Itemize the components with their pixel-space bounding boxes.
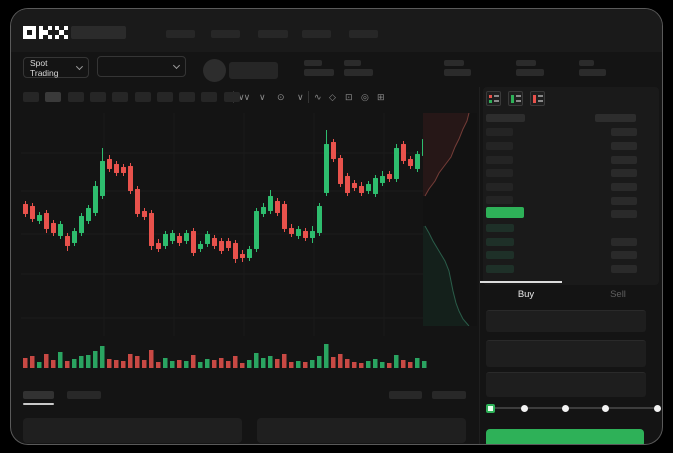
logo-adjacent-placeholder [71, 26, 126, 39]
nav-item-placeholder-1[interactable] [166, 30, 195, 38]
order-side-tabs: Buy Sell [480, 281, 662, 307]
bottom-right-link-placeholder[interactable] [389, 391, 422, 399]
ask-amount-placeholder-1[interactable] [611, 128, 637, 136]
bottom-panel-left[interactable] [23, 418, 242, 443]
timeframe-chip-3[interactable] [67, 92, 84, 102]
bottom-tab-indicator [23, 403, 54, 405]
timeframe-chip-7[interactable] [156, 92, 173, 102]
bid-amount-placeholder-3[interactable] [611, 265, 637, 273]
layers-icon[interactable]: ◇ [329, 92, 336, 102]
ask-price-placeholder-1[interactable] [486, 128, 513, 136]
bottom-panel-right[interactable] [257, 418, 466, 443]
buy-submit-button[interactable] [486, 429, 644, 444]
bottom-tab-active-placeholder[interactable] [23, 391, 54, 399]
okx-logo-x [55, 26, 68, 39]
slider-stop-50pct[interactable] [562, 405, 569, 412]
ask-price-placeholder-3[interactable] [486, 156, 513, 164]
app-window: Spot Trading ∨∨ ∨ ⊙ ∨ ∿ ◇ ⊡ ◎ ⊞ [10, 8, 663, 445]
timeframe-chip-8[interactable] [179, 92, 196, 102]
timeframe-chip-4[interactable] [89, 92, 106, 102]
ask-price-placeholder-5[interactable] [486, 183, 513, 191]
settings-gear-icon[interactable]: ◎ [361, 92, 369, 102]
ask-amount-placeholder-5[interactable] [611, 183, 637, 191]
bid-price-placeholder-1[interactable] [486, 224, 514, 232]
stat-label-placeholder-5 [579, 60, 594, 66]
ask-price-placeholder-6[interactable] [486, 196, 513, 204]
bid-amount-placeholder-1[interactable] [611, 238, 637, 246]
stat-label-placeholder-2 [344, 60, 361, 66]
ask-amount-placeholder-4[interactable] [611, 169, 637, 177]
timeframe-chip-9[interactable] [201, 92, 218, 102]
stat-label-placeholder-1 [304, 60, 322, 66]
stat-value-placeholder-2 [344, 69, 373, 76]
timeframe-chip-10[interactable] [223, 92, 240, 102]
bid-price-placeholder-2[interactable] [486, 238, 514, 246]
timeframe-chip-6[interactable] [134, 92, 151, 102]
ask-amount-placeholder-6[interactable] [611, 197, 637, 205]
stat-label-placeholder-4 [516, 60, 536, 66]
stat-value-placeholder-1 [304, 69, 334, 76]
timeframe-chip-5[interactable] [112, 92, 129, 102]
okx-logo-k [39, 26, 52, 39]
timeframe-chip-1[interactable] [23, 92, 39, 102]
nav-item-placeholder-4[interactable] [302, 30, 331, 38]
toolbar-divider [308, 91, 309, 103]
volume-chart [23, 344, 427, 368]
line-tool-icon[interactable]: ∿ [314, 92, 322, 102]
tab-sell[interactable]: Sell [610, 289, 626, 300]
book-header-amount-placeholder [595, 114, 636, 122]
bottom-right-link-placeholder[interactable] [432, 391, 466, 399]
ask-price-placeholder-2[interactable] [486, 142, 513, 150]
slider-stop-25pct[interactable] [521, 405, 528, 412]
ask-amount-placeholder-3[interactable] [611, 156, 637, 164]
active-tab-indicator [480, 281, 562, 283]
ask-amount-placeholder-7[interactable] [611, 210, 637, 218]
ask-price-placeholder-4[interactable] [486, 169, 513, 177]
fullscreen-icon[interactable]: ⊞ [377, 92, 385, 102]
pair-name-placeholder [229, 62, 278, 79]
stat-label-placeholder-3 [444, 60, 464, 66]
nav-item-placeholder-2[interactable] [211, 30, 240, 38]
slider-stop-75pct[interactable] [602, 405, 609, 412]
book-view-bids-icon[interactable] [508, 91, 523, 106]
interval-chevrons-icon[interactable]: ∨∨ [238, 92, 250, 102]
pair-selector-dropdown[interactable] [97, 56, 186, 77]
slider-handle-0pct[interactable] [486, 404, 495, 413]
timeframe-chip-2[interactable] [45, 92, 62, 102]
chevron-down-icon[interactable]: ∨ [259, 92, 266, 102]
candlestick-chart[interactable] [21, 113, 427, 336]
bottom-tab-placeholder[interactable] [67, 391, 101, 399]
book-view-all-icon[interactable] [486, 91, 501, 106]
spot-trading-dropdown[interactable]: Spot Trading [23, 57, 89, 78]
stat-value-placeholder-5 [579, 69, 606, 76]
coin-avatar [203, 59, 226, 82]
candle-style-icon[interactable]: ⊙ [277, 92, 285, 102]
stat-value-placeholder-4 [516, 69, 544, 76]
tab-buy[interactable]: Buy [517, 289, 535, 300]
nav-item-placeholder-5[interactable] [349, 30, 378, 38]
nav-item-placeholder-3[interactable] [258, 30, 288, 38]
okx-logo-o [23, 26, 36, 39]
bid-price-placeholder-4[interactable] [486, 265, 514, 273]
book-header-price-placeholder [486, 114, 525, 122]
chevron-down-icon [172, 61, 181, 70]
price-field[interactable] [486, 340, 646, 367]
okx-logo[interactable] [23, 26, 71, 40]
spot-trading-label: Spot Trading [30, 57, 59, 78]
amount-slider-track[interactable] [490, 407, 658, 409]
slider-stop-100pct[interactable] [654, 405, 661, 412]
stat-value-placeholder-3 [444, 69, 471, 76]
camera-icon[interactable]: ⊡ [345, 92, 353, 102]
ask-amount-placeholder-2[interactable] [611, 142, 637, 150]
chevron-down-icon [76, 63, 84, 70]
amount-field[interactable] [486, 372, 646, 397]
panel-divider [479, 87, 480, 444]
book-view-asks-icon[interactable] [530, 91, 545, 106]
bid-amount-placeholder-2[interactable] [611, 251, 637, 259]
last-price-highlight[interactable] [486, 207, 524, 218]
order-type-field[interactable] [486, 310, 646, 332]
chevron-down-icon[interactable]: ∨ [297, 92, 304, 102]
bid-price-placeholder-3[interactable] [486, 251, 514, 259]
depth-chart [423, 113, 477, 326]
